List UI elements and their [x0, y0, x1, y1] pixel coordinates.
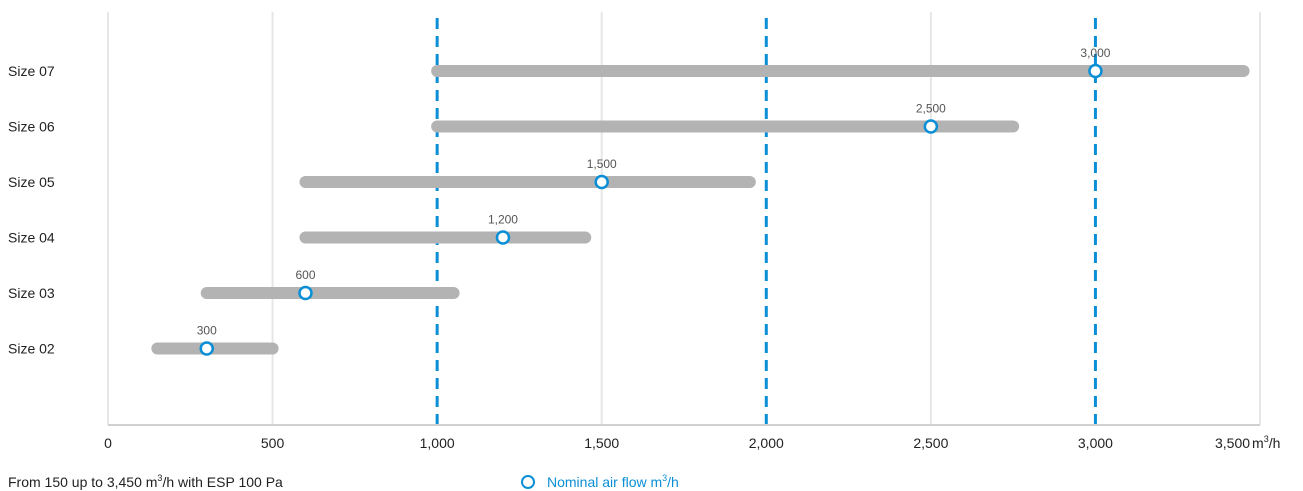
category-labels: Size 07 Size 06 Size 05 Size 04 Size 03 Size …: [8, 63, 55, 357]
x-tick-labels: 0 500 1,000 1,500 2,000 2,500 3,000 3,500 m3/h: [104, 434, 1280, 451]
grid-lines: [107, 12, 1261, 425]
x-tick-label-500: 500: [261, 435, 285, 451]
legend: Nominal air flow m3/h: [521, 474, 679, 490]
data-labels: 3,000 2,500 1,500 1,200 600 300: [197, 46, 1111, 338]
category-label-size-06: Size 06: [8, 119, 55, 135]
nominal-marker-size-05: [594, 174, 609, 190]
category-label-size-04: Size 04: [8, 230, 55, 246]
nominal-marker-size-04: [495, 230, 511, 245]
x-tick-label-3000: 3,000: [1078, 435, 1113, 451]
x-tick-label-0: 0: [104, 435, 112, 451]
nominal-marker-size-02: [199, 341, 214, 356]
category-label-size-02: Size 02: [8, 341, 55, 357]
nominal-markers: [199, 63, 1103, 356]
category-label-size-03: Size 03: [8, 285, 55, 301]
data-label-size-03: 600: [295, 268, 315, 282]
data-label-size-06: 2,500: [916, 102, 946, 116]
x-unit-sup: 3: [1264, 434, 1269, 444]
category-label-size-05: Size 05: [8, 174, 55, 190]
category-label-size-07: Size 07: [8, 63, 55, 79]
range-bars: [151, 65, 1250, 355]
nominal-marker-size-06: [923, 119, 939, 134]
legend-label: Nominal air flow m3/h: [547, 473, 679, 491]
x-tick-label-1500: 1,500: [584, 435, 619, 451]
nominal-marker-size-07: [1088, 63, 1103, 79]
x-unit-label: m: [1252, 435, 1264, 451]
x-unit-suffix: /h: [1269, 435, 1281, 451]
nominal-marker-size-03: [298, 285, 313, 301]
footnote: From 150 up to 3,450 m3/h with ESP 100 P…: [8, 473, 283, 491]
data-label-size-07: 3,000: [1080, 46, 1110, 60]
data-label-size-05: 1,500: [587, 157, 617, 171]
x-tick-label-2500: 2,500: [913, 435, 948, 451]
data-label-size-02: 300: [197, 324, 217, 338]
legend-nominal-marker-icon: [521, 475, 535, 489]
x-tick-label-2000: 2,000: [749, 435, 784, 451]
x-tick-label-3500: 3,500 m3/h: [1215, 434, 1280, 451]
reference-lines: [435, 18, 1097, 425]
data-label-size-04: 1,200: [488, 213, 518, 227]
x-tick-label-1000: 1,000: [420, 435, 455, 451]
